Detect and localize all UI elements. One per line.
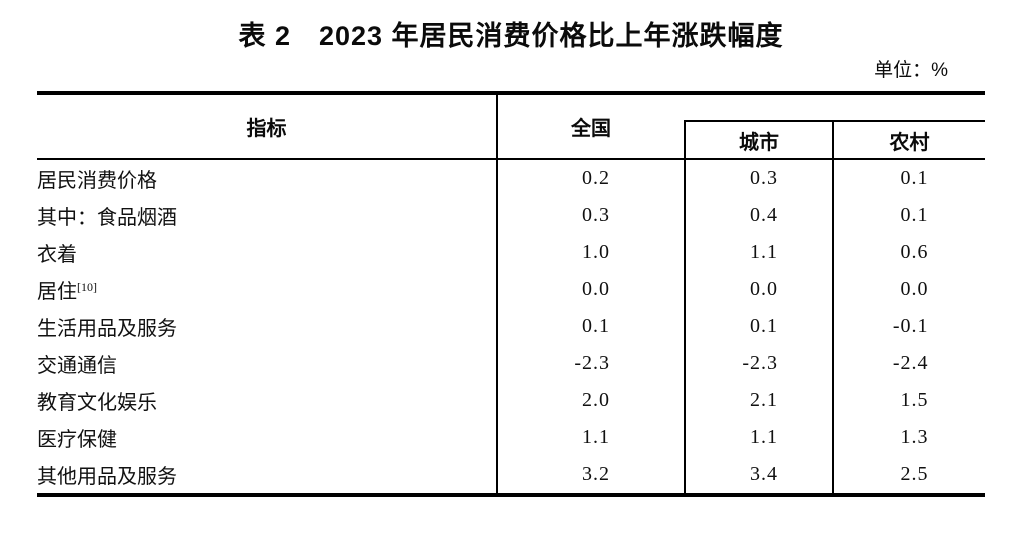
- indicator-cell: 医疗保健: [37, 419, 497, 456]
- indicator-cell: 生活用品及服务: [37, 308, 497, 345]
- rural-cell: 2.5: [832, 456, 985, 495]
- national-cell: -2.3: [496, 345, 685, 382]
- indicator-cell: 其中：食品烟酒: [37, 197, 497, 234]
- urban-cell: 3.4: [684, 456, 833, 495]
- indicator-text: 居住: [37, 281, 77, 303]
- indicator-cell: 居住[10]: [37, 271, 497, 308]
- col-header-indicator: 指标: [37, 93, 497, 160]
- indicator-text: 居民消费价格: [37, 170, 157, 192]
- table-row: 居民消费价格 0.2 0.3 0.1: [37, 159, 985, 197]
- header-row-1: 指标 全国: [37, 93, 985, 160]
- national-cell: 0.1: [496, 308, 685, 345]
- rural-cell: 1.3: [832, 419, 985, 456]
- header-spacer: [685, 93, 985, 122]
- rural-cell: 0.1: [832, 197, 985, 234]
- national-cell: 0.2: [496, 159, 685, 197]
- indicator-cell: 衣着: [37, 234, 497, 271]
- col-header-urban: 城市: [684, 121, 833, 160]
- rural-cell: 0.1: [832, 159, 985, 197]
- national-cell: 0.0: [496, 271, 685, 308]
- indicator-text: 交通通信: [37, 355, 117, 377]
- rural-cell: 0.0: [832, 271, 985, 308]
- national-cell: 2.0: [496, 382, 685, 419]
- indicator-text: 生活用品及服务: [37, 318, 177, 340]
- national-cell: 0.3: [496, 197, 685, 234]
- table-row: 居住[10] 0.0 0.0 0.0: [37, 271, 985, 308]
- indicator-text: 其中：食品烟酒: [37, 207, 177, 229]
- indicator-cell: 其他用品及服务: [37, 456, 497, 495]
- rural-cell: -2.4: [832, 345, 985, 382]
- urban-cell: 1.1: [684, 234, 833, 271]
- table-row: 交通通信 -2.3 -2.3 -2.4: [37, 345, 985, 382]
- rural-cell: 0.6: [832, 234, 985, 271]
- urban-cell: 0.3: [684, 159, 833, 197]
- indicator-cell: 居民消费价格: [37, 159, 497, 197]
- table-row: 医疗保健 1.1 1.1 1.3: [37, 419, 985, 456]
- urban-cell: 2.1: [684, 382, 833, 419]
- urban-cell: -2.3: [684, 345, 833, 382]
- indicator-cell: 教育文化娱乐: [37, 382, 497, 419]
- table-row: 生活用品及服务 0.1 0.1 -0.1: [37, 308, 985, 345]
- national-cell: 1.1: [496, 419, 685, 456]
- col-header-national: 全国: [496, 93, 685, 160]
- national-cell: 1.0: [496, 234, 685, 271]
- urban-cell: 0.1: [684, 308, 833, 345]
- urban-cell: 1.1: [684, 419, 833, 456]
- indicator-text: 衣着: [37, 244, 77, 266]
- indicator-text: 医疗保健: [37, 429, 117, 451]
- table-row: 其中：食品烟酒 0.3 0.4 0.1: [37, 197, 985, 234]
- table-row: 衣着 1.0 1.1 0.6: [37, 234, 985, 271]
- national-cell: 3.2: [496, 456, 685, 495]
- indicator-cell: 交通通信: [37, 345, 497, 382]
- urban-cell: 0.4: [684, 197, 833, 234]
- cpi-table: 指标 全国 城市 农村 居民消费价格 0.2 0.3 0.1 其中：食品烟酒 0…: [37, 91, 985, 497]
- unit-label: 单位：%: [874, 60, 948, 81]
- table-row: 其他用品及服务 3.2 3.4 2.5: [37, 456, 985, 495]
- table-row: 教育文化娱乐 2.0 2.1 1.5: [37, 382, 985, 419]
- col-header-rural: 农村: [832, 121, 985, 160]
- rural-cell: 1.5: [832, 382, 985, 419]
- table-title: 表 2 2023 年居民消费价格比上年涨跌幅度: [238, 21, 784, 51]
- footnote-ref: [10]: [77, 280, 97, 295]
- rural-cell: -0.1: [832, 308, 985, 345]
- indicator-text: 其他用品及服务: [37, 466, 177, 488]
- urban-cell: 0.0: [684, 271, 833, 308]
- indicator-text: 教育文化娱乐: [37, 392, 157, 414]
- header-row-2: 城市 农村: [37, 121, 985, 160]
